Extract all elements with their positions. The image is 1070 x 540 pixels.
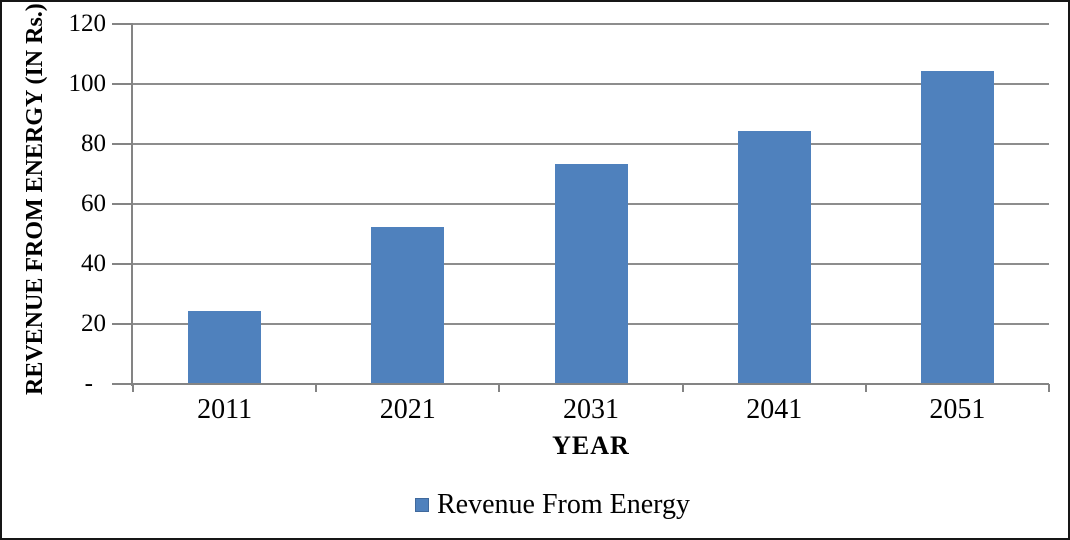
y-axis-title: REVENUE FROM ENERGY (IN Rs.) — [22, 3, 48, 395]
y-axis-tick — [112, 383, 133, 385]
x-axis-tick — [498, 384, 501, 392]
x-axis-title: YEAR — [552, 431, 630, 460]
bar-2041 — [737, 131, 811, 383]
x-tick-label: 2011 — [197, 394, 253, 425]
x-axis-tick — [1048, 384, 1050, 392]
x-axis-tick — [315, 384, 318, 392]
y-tick-label: 80 — [81, 130, 106, 157]
x-axis-tick — [864, 384, 867, 392]
y-tick-label: 100 — [68, 70, 107, 97]
x-tick-label: 2041 — [746, 394, 803, 425]
y-tick-label: 60 — [81, 190, 106, 217]
x-axis-tick — [132, 384, 134, 392]
legend: Revenue From Energy — [415, 490, 690, 520]
bar-2051 — [920, 71, 994, 383]
gridline — [133, 23, 1049, 25]
gridline — [133, 83, 1049, 85]
y-axis-tick — [112, 83, 133, 85]
y-axis-tick — [112, 263, 133, 265]
legend-series-label: Revenue From Energy — [437, 489, 690, 520]
bar-2031 — [554, 164, 628, 383]
x-tick-label: 2051 — [929, 394, 986, 425]
bar-2011 — [188, 311, 262, 383]
x-tick-label: 2021 — [379, 394, 436, 425]
y-tick-label: - — [84, 370, 93, 397]
y-tick-label: 120 — [68, 10, 107, 37]
y-axis-tick — [112, 203, 133, 205]
legend-swatch-icon — [415, 498, 429, 512]
y-axis-line — [131, 24, 133, 386]
x-axis-tick — [681, 384, 684, 392]
bar-2021 — [371, 227, 445, 383]
y-tick-label: 20 — [81, 310, 106, 337]
x-tick-label: 2031 — [562, 394, 619, 425]
x-axis-line — [133, 383, 1049, 385]
y-axis-tick — [112, 143, 133, 145]
y-tick-label: 40 — [81, 250, 106, 277]
gridline — [133, 143, 1049, 145]
y-axis-tick — [112, 23, 133, 25]
y-axis-tick — [112, 323, 133, 325]
